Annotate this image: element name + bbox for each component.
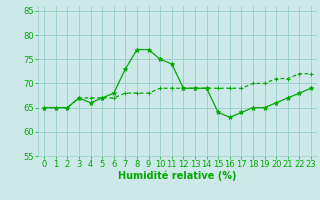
X-axis label: Humidité relative (%): Humidité relative (%) — [118, 171, 237, 181]
